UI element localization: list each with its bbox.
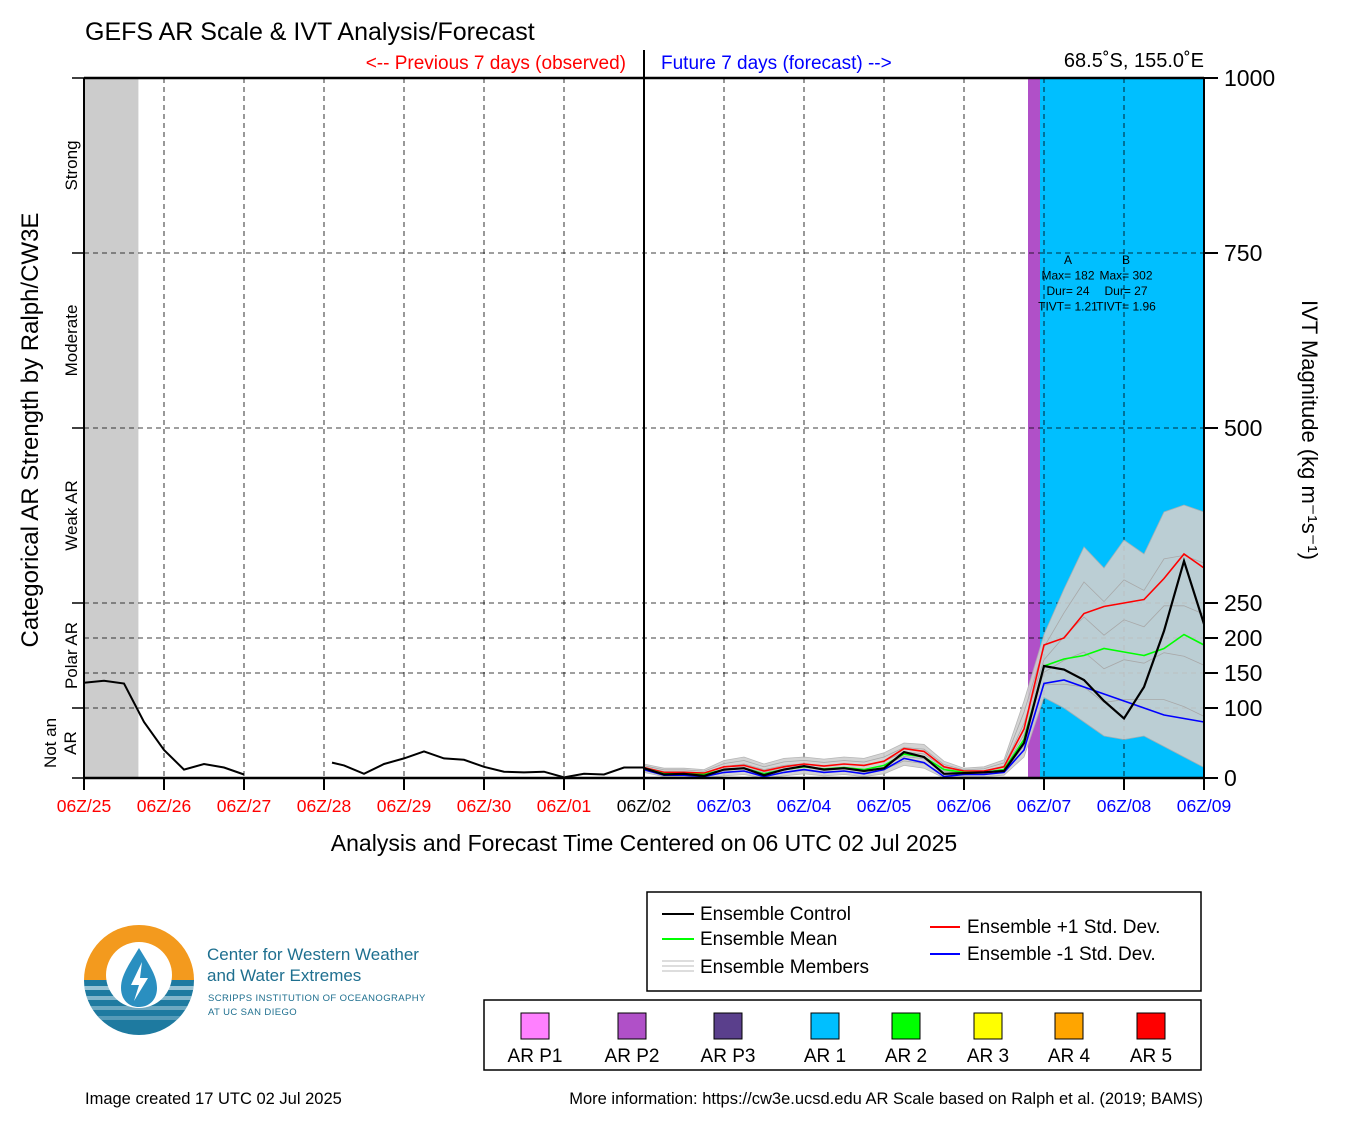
category-label: Polar AR (62, 622, 81, 689)
x-tick-label: 06Z/07 (1017, 796, 1071, 816)
x-tick-label: 06Z/09 (1177, 796, 1231, 816)
y-tick-label: 1000 (1224, 65, 1275, 91)
ar-scale-label: AR P1 (508, 1046, 563, 1067)
category-label: Strong (62, 140, 81, 190)
y-tick-label: 250 (1224, 590, 1262, 616)
ar-scale-label: AR 5 (1130, 1046, 1172, 1067)
ar-scale-label: AR P3 (701, 1046, 756, 1067)
y-tick-label: 200 (1224, 625, 1262, 651)
x-tick-label: 06Z/08 (1097, 796, 1151, 816)
right-axis-label: IVT Magnitude (kg m⁻¹s⁻¹) (1297, 300, 1322, 560)
ar-scale-swatch-ar-4 (1054, 1012, 1084, 1040)
x-tick-label: 06Z/29 (377, 796, 431, 816)
future-days-label: Future 7 days (forecast) --> (661, 53, 892, 74)
chart-title: GEFS AR Scale & IVT Analysis/Forecast (85, 18, 535, 46)
legend-label-control: Ensemble Control (700, 904, 851, 925)
series-legend: Ensemble Control Ensemble Mean Ensemble … (646, 891, 1202, 992)
y-tick-label: 0 (1224, 765, 1237, 791)
ar-event-A-label: A (1064, 253, 1072, 267)
ar-event-B-label: Max= 302 (1099, 269, 1152, 283)
left-axis-label: Categorical AR Strength by Ralph/CW3E (17, 213, 44, 648)
logo-line-2: and Water Extremes (207, 966, 361, 985)
x-tick-label: 06Z/30 (457, 796, 512, 816)
ar-event-B-label: Dur= 27 (1104, 284, 1147, 298)
y-tick-label: 500 (1224, 415, 1262, 441)
previous-days-label: <-- Previous 7 days (observed) (366, 53, 626, 74)
series-ensemble-1-std-dev- (643, 552, 1205, 774)
logo-line-3: SCRIPPS INSTITUTION OF OCEANOGRAPHY (208, 993, 426, 1004)
ar-scale-label: AR 3 (967, 1046, 1009, 1067)
ar-scale-label: AR P2 (605, 1046, 660, 1067)
series-layer (83, 552, 1206, 779)
category-label: Moderate (62, 305, 81, 377)
lightning-icon (131, 962, 148, 1001)
x-tick-label: 06Z/02 (617, 796, 671, 816)
x-tick-label: 06Z/05 (857, 796, 911, 816)
x-tick-label: 06Z/03 (697, 796, 751, 816)
ar-scale-swatch-ar-p2 (617, 1012, 647, 1040)
ar-event-B-label: TIVT= 1.96 (1096, 300, 1156, 314)
y-tick-label: 750 (1224, 240, 1262, 266)
image-created-label: Image created 17 UTC 02 Jul 2025 (85, 1090, 342, 1108)
series-ensemble-control (643, 557, 1206, 778)
legend-label-mean: Ensemble Mean (700, 929, 837, 950)
legend-label-plus-std: Ensemble +1 Std. Dev. (967, 917, 1160, 938)
x-tick-label: 06Z/26 (137, 796, 191, 816)
ar-scale-swatch-ar-5 (1136, 1012, 1166, 1040)
ar-scale-swatch-ar-p1 (520, 1012, 550, 1040)
category-label: Not an (41, 718, 60, 768)
x-tick-label: 06Z/27 (217, 796, 271, 816)
logo-line-1: Center for Western Weather (207, 945, 419, 964)
ar-scale-label: AR 2 (885, 1046, 927, 1067)
x-tick-label: 06Z/25 (57, 796, 111, 816)
ar-event-B-label: B (1122, 253, 1130, 267)
ensemble-member-line (643, 554, 1205, 772)
ar-scale-label: AR 4 (1048, 1046, 1091, 1067)
x-tick-label: 06Z/01 (537, 796, 591, 816)
y-tick-label: 100 (1224, 695, 1262, 721)
x-axis-label: Analysis and Forecast Time Centered on 0… (331, 830, 957, 856)
observed-line-1 (331, 750, 644, 779)
category-label: Weak AR (62, 480, 81, 551)
x-tick-label: 06Z/06 (937, 796, 991, 816)
series-ensemble-1-std-dev- (643, 679, 1205, 778)
x-tick-label: 06Z/28 (297, 796, 351, 816)
observed-line-0 (83, 679, 245, 776)
location-label: 68.5˚S, 155.0˚E (1064, 50, 1204, 72)
legend-frame (646, 891, 1202, 992)
ensemble-member-line (643, 605, 1205, 774)
axes-layer: 0 100 150 200 250 500 750 1000 Strong Moderate Wea… (41, 65, 1275, 816)
ar-scale-swatch-ar-p3 (713, 1012, 743, 1040)
category-label: AR (61, 731, 80, 755)
ar-event-A-label: TIVT= 1.21 (1038, 300, 1098, 314)
legend-label-minus-std: Ensemble -1 Std. Dev. (967, 944, 1156, 965)
legend-swatch-members (662, 960, 694, 972)
ensemble-members-spread (643, 504, 1205, 779)
y-tick-label: 150 (1224, 660, 1262, 686)
ar-scale-swatch-ar-3 (973, 1012, 1003, 1040)
logo-line-4: AT UC SAN DIEGO (208, 1007, 297, 1018)
cw3e-logo: Center for Western Weather and Water Ext… (84, 925, 426, 1035)
legend-label-members: Ensemble Members (700, 957, 869, 978)
ar-scale-label: AR 1 (804, 1046, 846, 1067)
more-info-label: More information: https://cw3e.ucsd.edu … (569, 1090, 1203, 1108)
ar-scale-swatch-ar-2 (891, 1012, 921, 1040)
ar-scale-legend: AR P1 AR P2 AR P3 AR 1 AR 2 AR 3 AR 4 AR 5 (483, 999, 1202, 1071)
ar-event-A-label: Dur= 24 (1046, 284, 1089, 298)
ar-scale-swatch-ar-1 (810, 1012, 840, 1040)
ar-event-A-label: Max= 182 (1041, 269, 1094, 283)
x-tick-label: 06Z/04 (777, 796, 832, 816)
ensemble-members-layer (643, 504, 1205, 779)
